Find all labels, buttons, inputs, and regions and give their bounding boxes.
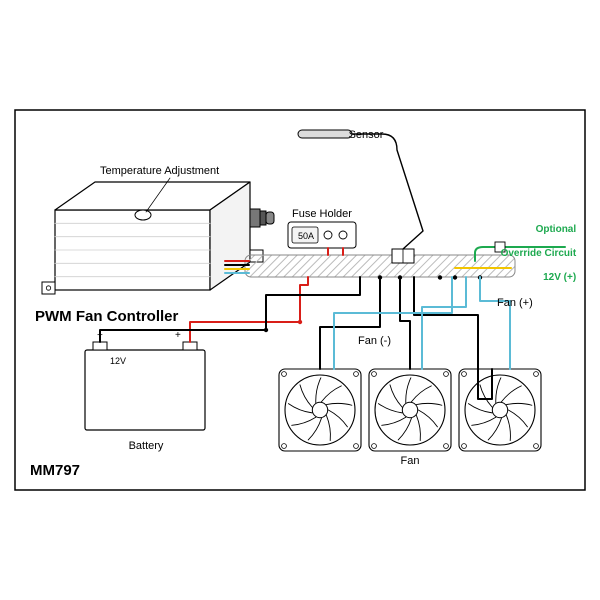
label-override-2: Override Circuit [501, 248, 577, 259]
label-fuse-holder: Fuse Holder [292, 208, 352, 221]
label-sensor: Sensor [349, 129, 384, 142]
label-override-1: Optional [536, 224, 577, 235]
label-fan-plus: Fan (+) [497, 297, 533, 310]
label-fan: Fan [401, 455, 420, 468]
label-fan-minus: Fan (-) [358, 335, 391, 348]
label-override: Optional Override Circuit 12V (+) [495, 212, 576, 284]
label-battery: Battery [129, 440, 164, 453]
label-fuse-amps: 50A [298, 231, 314, 242]
diagram-stage: +− Temperature Adjustment PWM Fan Contro… [0, 0, 600, 600]
label-override-3: 12V (+) [543, 272, 576, 283]
svg-text:+: + [175, 330, 181, 341]
label-model: MM797 [30, 462, 80, 480]
label-temp-adjust: Temperature Adjustment [100, 165, 219, 178]
label-12v: 12V [110, 356, 126, 367]
label-title: PWM Fan Controller [35, 308, 178, 326]
